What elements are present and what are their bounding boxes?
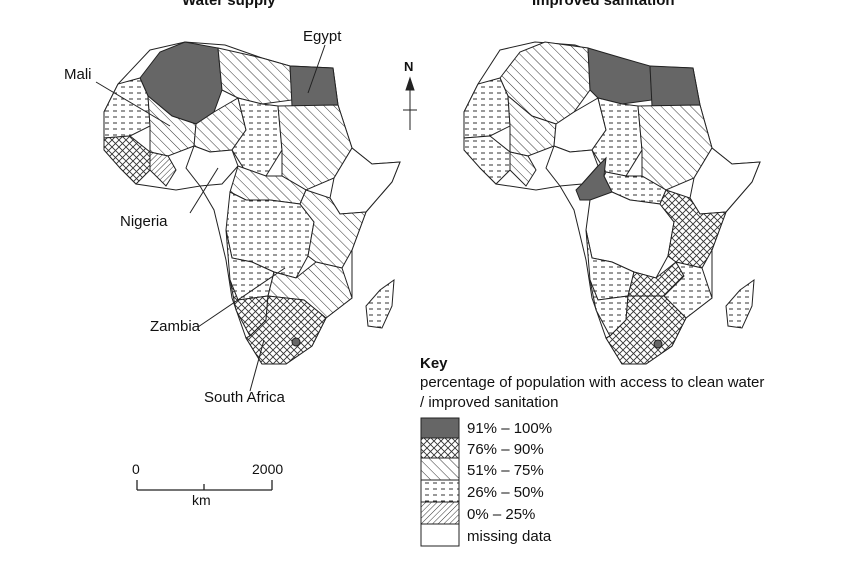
label-egypt: Egypt: [303, 28, 342, 45]
key-description-line1: percentage of population with access to …: [420, 374, 765, 391]
lesotho-left: [291, 337, 301, 347]
sanitation-title: Improved sanitation: [532, 0, 675, 9]
country-mali-left: [147, 94, 197, 157]
key-title: Key: [420, 355, 448, 372]
key-swatch-blank: [420, 523, 460, 547]
country-libya-right: [587, 47, 653, 105]
key-swatches: [420, 417, 460, 547]
scale-unit-label: km: [192, 492, 211, 508]
label-nigeria: Nigeria: [120, 213, 168, 230]
country-sudan-right: [637, 104, 713, 191]
label-zambia: Zambia: [150, 318, 201, 335]
key-swatch-dense: [420, 501, 460, 525]
country-mauritania-left: [103, 77, 151, 139]
scale-end-label: 2000: [252, 461, 284, 477]
madagascar-left: [365, 278, 395, 329]
scale-start-label: 0: [132, 461, 140, 477]
water-supply-map: [103, 41, 401, 365]
label-south-africa: South Africa: [204, 389, 285, 406]
sanitation-map: [463, 41, 761, 365]
country-guinea-left: [149, 151, 177, 187]
country-egypt-left: [289, 65, 339, 107]
key-swatch-diagonal: [420, 457, 460, 481]
country-southafrica-left: [245, 295, 327, 365]
lesotho-right: [653, 339, 663, 349]
country-nigeria-left: [185, 145, 239, 187]
key-label-91-100: 91% – 100%: [467, 420, 553, 437]
key-label-0-25: 0% – 25%: [467, 506, 536, 523]
key-swatch-solid: [420, 417, 460, 439]
country-guinea-right: [509, 151, 537, 187]
north-arrow-icon: [403, 76, 417, 130]
country-westafrica-left: [103, 135, 151, 185]
water-supply-title: Water supply: [182, 0, 276, 9]
key-label-26-50: 26% – 50%: [467, 484, 544, 501]
key-label-51-75: 51% – 75%: [467, 462, 544, 479]
country-sudan-left: [277, 104, 353, 191]
key-swatch-cross: [420, 437, 460, 459]
country-westafrica-right: [463, 135, 511, 185]
country-southafrica-right: [605, 295, 687, 365]
key-description-line2: / improved sanitation: [420, 394, 559, 411]
scale-bar: [136, 480, 273, 491]
country-mauritania-right: [463, 77, 511, 139]
country-egypt-right: [649, 65, 701, 107]
country-mali-right: [507, 94, 557, 157]
label-mali: Mali: [64, 66, 92, 83]
key-label-76-90: 76% – 90%: [467, 441, 544, 458]
key-swatch-dash: [420, 479, 460, 503]
country-libya-left: [217, 47, 293, 105]
madagascar-right: [725, 278, 755, 329]
key-label-missing: missing data: [467, 528, 552, 545]
north-label: N: [404, 59, 414, 74]
label-leaders: [95, 44, 326, 392]
